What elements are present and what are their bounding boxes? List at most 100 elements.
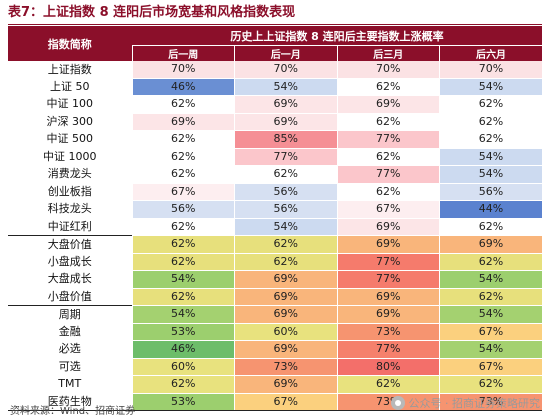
probability-cell: 62%	[234, 165, 337, 184]
probability-cell: 56%	[234, 183, 337, 201]
probability-cell: 62%	[131, 130, 235, 149]
table-row: 沪深 300 69% 69% 62% 62%	[8, 113, 542, 131]
probability-cell: 62%	[439, 130, 542, 149]
probability-cell: 54%	[131, 270, 235, 289]
probability-cell: 70%	[336, 61, 440, 79]
probability-cell: 67%	[131, 183, 235, 201]
index-name-cell: 上证 50	[50, 79, 90, 93]
probability-cell: 69%	[234, 375, 337, 394]
probability-cell: 60%	[234, 323, 337, 341]
table-row: 金融 53% 60% 73% 67%	[8, 323, 542, 341]
index-name-cell: 上证指数	[47, 62, 92, 76]
index-name-cell: 中证 500	[46, 132, 94, 146]
probability-cell: 62%	[131, 375, 235, 394]
probability-cell: 56%	[131, 200, 235, 219]
probability-cell: 85%	[234, 130, 337, 149]
table-row: 上证指数 70% 70% 70% 70%	[8, 61, 542, 79]
probability-cell: 70%	[131, 61, 235, 79]
table-row: 科技龙头 56% 56% 67% 44%	[8, 200, 542, 219]
index-name-cell: 可选	[58, 359, 81, 373]
probability-cell: 62%	[131, 218, 235, 236]
probability-cell: 67%	[439, 323, 542, 341]
probability-cell: 73%	[234, 358, 337, 376]
period-header-3m: 后三月	[336, 45, 440, 61]
probability-cell: 62%	[439, 375, 542, 394]
probability-cell: 69%	[234, 340, 337, 359]
table-row: 消费龙头 62% 62% 77% 54%	[8, 165, 542, 184]
probability-cell: 54%	[439, 78, 542, 96]
probability-cell: 62%	[336, 183, 440, 201]
probability-cell: 69%	[336, 95, 440, 114]
probability-cell: 70%	[439, 61, 542, 79]
index-name-cell: 周期	[8, 305, 132, 323]
index-name-cell: 小盘价值	[47, 289, 92, 303]
period-header-6m: 后六月	[439, 45, 542, 61]
index-name-cell: 医药生物	[8, 393, 132, 411]
watermark: 公众号 · 招商证券策略研究	[390, 395, 541, 411]
probability-cell: 67%	[234, 393, 337, 411]
probability-cell: 77%	[336, 165, 440, 184]
probability-cell: 69%	[234, 270, 337, 289]
index-name-cell: 中证 100	[46, 97, 94, 111]
probability-cell: 62%	[131, 148, 235, 166]
probability-cell: 56%	[439, 183, 542, 201]
probability-cell: 69%	[234, 288, 337, 306]
index-name-cell: 必选	[58, 342, 81, 356]
probability-cell: 54%	[439, 165, 542, 184]
probability-cell: 62%	[439, 218, 542, 236]
probability-cell: 60%	[131, 358, 235, 376]
probability-cell: 53%	[131, 393, 235, 411]
probability-cell: 77%	[336, 130, 440, 149]
table-title: 表7：上证指数 8 连阳后市场宽基和风格指数表现	[8, 5, 296, 20]
index-name-cell: 大盘成长	[47, 272, 92, 286]
probability-cell: 54%	[131, 305, 235, 324]
probability-cell: 67%	[336, 200, 440, 219]
probability-cell: 80%	[336, 358, 440, 376]
period-header-1w: 后一周	[131, 45, 235, 61]
index-name-header: 指数简称	[8, 26, 132, 61]
probability-cell: 44%	[439, 200, 542, 219]
table-row: 周期 54% 69% 69% 54%	[8, 305, 542, 324]
probability-cell: 62%	[336, 148, 440, 166]
table-row: 可选 60% 73% 80% 67%	[8, 358, 542, 376]
table-row: 大盘价值 62% 62% 69% 69%	[8, 235, 542, 254]
index-name-cell: 沪深 300	[46, 114, 94, 128]
wechat-icon	[390, 396, 405, 410]
watermark-text: 公众号 · 招商证券策略研究	[408, 397, 541, 410]
probability-cell: 77%	[234, 148, 337, 166]
probability-cell: 69%	[439, 235, 542, 254]
probability-cell: 73%	[336, 393, 440, 411]
index-name-cell: 中证红利	[47, 219, 92, 233]
probability-cell: 69%	[336, 305, 440, 324]
table-row: 中证 500 62% 85% 77% 62%	[8, 130, 542, 149]
probability-cell: 54%	[234, 78, 337, 96]
probability-cell: 77%	[336, 270, 440, 289]
table-row: 医药生物 53% 67% 73% 73%	[8, 393, 542, 411]
probability-cell: 62%	[439, 288, 542, 306]
index-name-cell: 金融	[58, 324, 81, 338]
table-row: TMT 62% 69% 62% 62%	[8, 375, 542, 394]
title-divider	[8, 24, 542, 25]
probability-cell: 54%	[234, 218, 337, 236]
probability-cell: 54%	[439, 148, 542, 166]
probability-cell: 53%	[131, 323, 235, 341]
probability-cell: 70%	[234, 61, 337, 79]
table-row: 小盘价值 62% 69% 69% 62%	[8, 288, 542, 306]
probability-cell: 77%	[336, 253, 440, 271]
probability-cell: 62%	[336, 78, 440, 96]
table-row: 上证 50 46% 54% 62% 54%	[8, 78, 542, 96]
probability-cell: 69%	[336, 235, 440, 254]
probability-cell: 62%	[234, 235, 337, 254]
period-header-1m: 后一月	[234, 45, 337, 61]
index-name-cell: 消费龙头	[47, 167, 92, 181]
probability-cell: 69%	[234, 95, 337, 114]
probability-cell: 73%	[336, 323, 440, 341]
probability-cell: 69%	[131, 113, 235, 131]
probability-cell: 62%	[131, 165, 235, 184]
probability-cell: 54%	[439, 270, 542, 289]
probability-cell: 62%	[439, 113, 542, 131]
probability-cell: 54%	[439, 340, 542, 359]
table-row: 中证红利 62% 54% 69% 62%	[8, 218, 542, 236]
table-row: 中证 100 62% 69% 69% 62%	[8, 95, 542, 114]
table-row: 创业板指 67% 56% 62% 56%	[8, 183, 542, 201]
